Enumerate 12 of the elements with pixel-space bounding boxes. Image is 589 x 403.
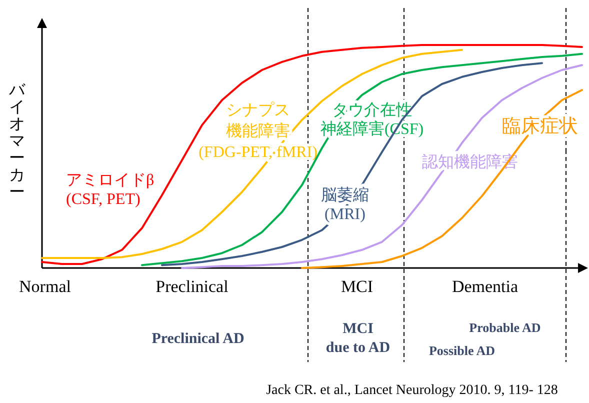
text: Probable AD <box>469 320 541 335</box>
text: MCI due to AD <box>326 321 390 356</box>
text: Jack CR. et al., Lancet Neurology 2010. 9, 119- 128 <box>266 383 558 398</box>
text: Preclinical AD <box>152 331 244 347</box>
ylabel: バイオマーカー <box>9 82 25 201</box>
text: Dementia <box>452 277 518 296</box>
text: Normal <box>19 277 71 296</box>
text: Possible AD <box>428 343 496 358</box>
series-label: アミロイドβ(CSF, PET) <box>66 172 154 208</box>
text: MCI <box>340 277 374 296</box>
series-label: シナプス機能障害(FDG-PET, fMRI) <box>198 102 318 161</box>
text: Preclinical <box>156 277 228 296</box>
